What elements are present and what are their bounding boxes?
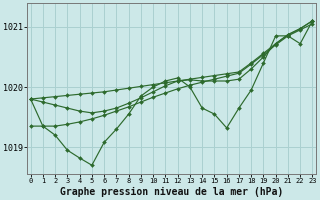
X-axis label: Graphe pression niveau de la mer (hPa): Graphe pression niveau de la mer (hPa) <box>60 187 283 197</box>
